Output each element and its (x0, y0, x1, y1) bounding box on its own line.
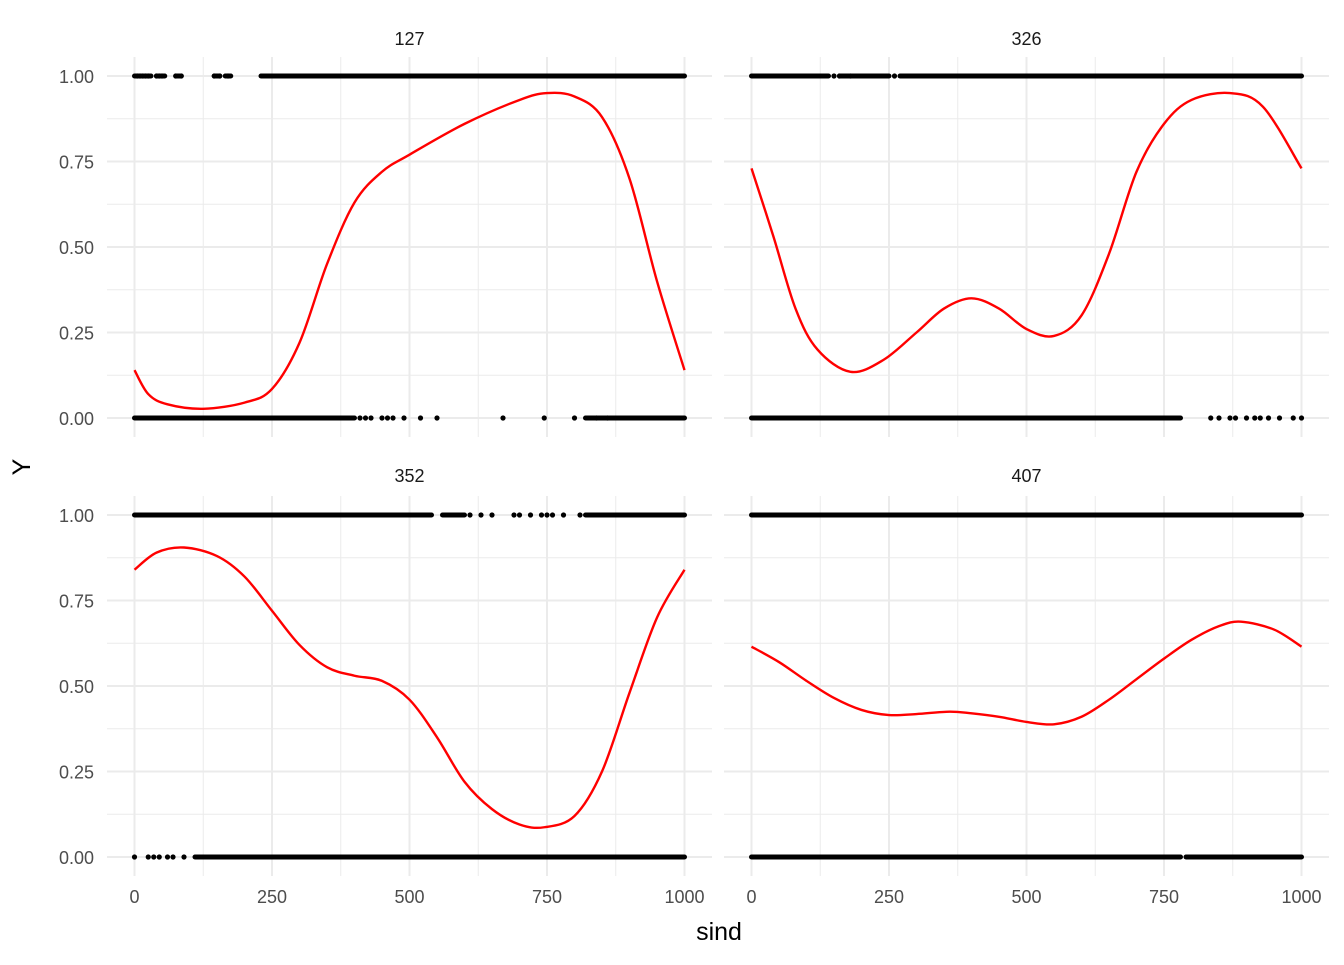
point-y0 (1265, 415, 1272, 421)
point-y0 (417, 415, 424, 421)
y-tick-label: 0.75 (59, 153, 94, 173)
point-y0 (1243, 415, 1250, 421)
point-y0 (1276, 415, 1283, 421)
x-tick-label: 250 (874, 887, 904, 907)
x-axis-label: sind (696, 918, 742, 946)
y-tick-label: 0.50 (59, 677, 94, 697)
panel-title: 127 (394, 29, 424, 49)
point-y0 (1290, 415, 1296, 421)
x-tick-label: 500 (394, 887, 424, 907)
x-tick-label: 1000 (1281, 887, 1321, 907)
point-y1 (145, 73, 151, 79)
x-tick-label: 0 (746, 887, 756, 907)
point-y1 (560, 512, 567, 518)
point-y1 (527, 512, 534, 518)
smooth-curve (750, 620, 1303, 726)
point-y1 (831, 73, 837, 79)
x-tick-label: 750 (1149, 887, 1179, 907)
y-tick-label: 0.25 (59, 763, 94, 783)
y-tick-label: 1.00 (59, 67, 94, 87)
x-tick-label: 500 (1011, 887, 1041, 907)
point-y0 (1208, 415, 1214, 421)
point-y0 (384, 415, 391, 421)
x-tick-label: 0 (129, 887, 139, 907)
panel-127: 127 0.00 0.25 0.50 0.75 1.00 (59, 29, 712, 437)
point-y1 (211, 73, 217, 79)
point-y1 (847, 73, 854, 79)
panel-352: 352 0.00 0.25 0.50 0.75 1.00 0 250 500 750 1000 (59, 466, 712, 907)
point-y0 (181, 854, 187, 860)
point-y0 (1216, 415, 1222, 421)
point-y0 (1227, 415, 1233, 421)
point-y1 (577, 512, 583, 518)
point-y1 (549, 512, 556, 518)
y-tick-label: 1.00 (59, 506, 94, 526)
point-y1 (836, 73, 843, 79)
y-tick-label: 0.50 (59, 238, 94, 258)
y-axis-label: Y (8, 458, 36, 475)
point-y1 (173, 73, 179, 79)
panel-326: 326 (724, 29, 1329, 437)
point-y0 (434, 415, 440, 421)
point-y0 (1257, 415, 1263, 421)
point-y1 (538, 512, 545, 518)
point-y0 (379, 415, 385, 421)
x-tick-label: 250 (257, 887, 287, 907)
point-y1 (478, 512, 484, 518)
y-tick-label: 0.25 (59, 324, 94, 344)
point-y0 (131, 854, 138, 860)
panel-title: 352 (394, 466, 424, 486)
point-y0 (170, 854, 176, 860)
smooth-curve (750, 91, 1303, 374)
point-y0 (151, 854, 157, 860)
point-y0 (401, 415, 407, 421)
smooth-curve (133, 91, 686, 410)
point-y1 (159, 73, 165, 79)
panel-407: 407 0 250 500 750 1000 (724, 466, 1329, 907)
point-y0 (156, 854, 162, 860)
panels-layer: 127 0.00 0.25 0.50 0.75 1.00 326 352 0.00 0.25 0.5… (59, 29, 1329, 907)
point-y0 (593, 415, 600, 421)
point-y1 (544, 512, 550, 518)
point-y0 (1232, 415, 1239, 421)
point-y1 (217, 73, 223, 79)
point-y0 (390, 415, 396, 421)
point-y1 (467, 512, 473, 518)
point-y0 (1252, 415, 1258, 421)
point-y0 (368, 415, 374, 421)
point-y0 (571, 415, 578, 421)
point-y0 (500, 415, 506, 421)
x-tick-label: 750 (532, 887, 562, 907)
point-y0 (541, 415, 547, 421)
point-y0 (362, 415, 369, 421)
point-y1 (225, 73, 231, 79)
y-tick-label: 0.00 (59, 848, 94, 868)
point-y1 (891, 73, 898, 79)
point-y1 (489, 512, 495, 518)
point-y0 (357, 415, 363, 421)
panel-title: 407 (1011, 466, 1041, 486)
y-tick-label: 0.00 (59, 409, 94, 429)
point-y0 (604, 415, 611, 421)
point-y1 (511, 512, 517, 518)
y-tick-label: 0.75 (59, 592, 94, 612)
point-y1 (516, 512, 523, 518)
point-y0 (1298, 415, 1305, 421)
point-y0 (145, 854, 151, 860)
point-y1 (178, 73, 184, 79)
point-y0 (164, 854, 171, 860)
x-tick-label: 1000 (664, 887, 704, 907)
panel-title: 326 (1011, 29, 1041, 49)
smooth-curve (133, 546, 686, 830)
